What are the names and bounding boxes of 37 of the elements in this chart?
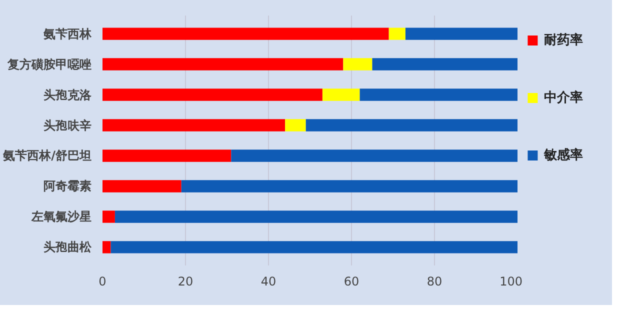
- x-tick-label: 0: [98, 274, 106, 288]
- bar: [343, 58, 372, 70]
- bar: [360, 88, 518, 101]
- bar: [110, 241, 518, 254]
- x-tick-label: 60: [344, 274, 360, 288]
- bar: [322, 88, 360, 101]
- y-tick-label: 左氧氟沙星: [30, 210, 92, 224]
- y-tick-label: 头孢克洛: [44, 88, 92, 102]
- bar: [102, 88, 322, 101]
- bar: [285, 119, 306, 132]
- bar: [114, 210, 518, 223]
- legend-label: 耐药率: [544, 32, 583, 48]
- y-tick-label: 阿奇霉素: [44, 179, 92, 194]
- x-tick-label: 40: [260, 274, 276, 288]
- bar: [102, 210, 115, 223]
- bar: [405, 28, 518, 40]
- bar: [181, 180, 518, 192]
- bar: [231, 150, 518, 162]
- x-tick-label: 20: [178, 274, 194, 288]
- bar: [372, 58, 518, 70]
- bar: [102, 119, 286, 132]
- x-tick-label: 80: [426, 274, 442, 288]
- bar: [306, 119, 518, 132]
- legend-label: 敏感率: [542, 147, 583, 163]
- bar: [102, 180, 182, 192]
- bar: [388, 28, 406, 40]
- bar: [102, 150, 232, 162]
- bar: [102, 28, 389, 40]
- bar: [102, 241, 111, 254]
- y-tick-label: 氨苄西林/舒巴坦: [2, 148, 92, 163]
- y-tick-label: 氨苄西林: [42, 26, 92, 41]
- bar: [102, 58, 344, 70]
- y-tick-label: 复方磺胺甲噁唑: [6, 57, 92, 72]
- y-tick-label: 头孢曲松: [44, 240, 92, 254]
- x-tick-label: 100: [500, 274, 522, 288]
- legend-label: 中介率: [544, 90, 583, 106]
- y-tick-label: 头孢呋辛: [44, 118, 92, 132]
